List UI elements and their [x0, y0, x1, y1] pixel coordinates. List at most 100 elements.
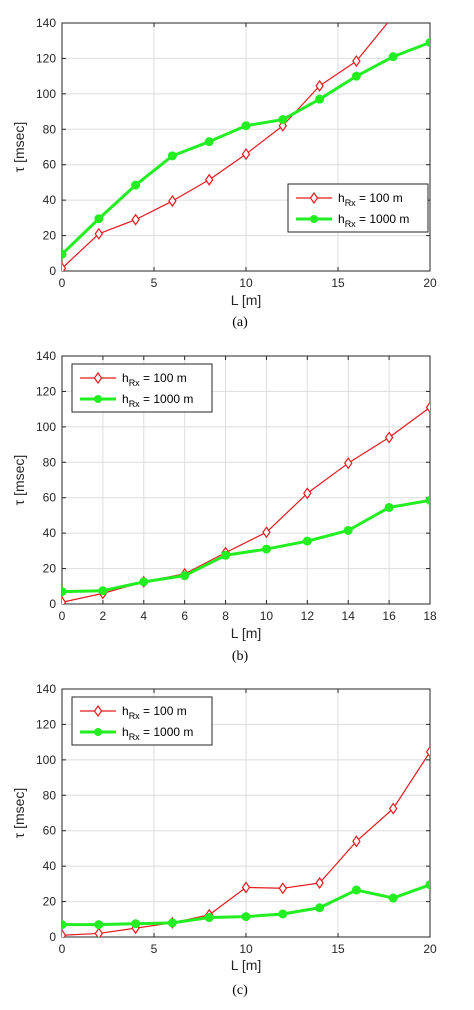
legend-marker-circle [310, 215, 318, 223]
data-point-circle [351, 885, 361, 895]
data-point-circle [167, 151, 177, 161]
legend: hRx = 100 m hRx = 1000 m [71, 363, 213, 413]
x-tick-label: 16 [382, 609, 396, 623]
chart-panel-a: 0 5 10 15 20 0 20 40 60 80 100 120 140 L [m] τ [msec] (… [0, 0, 474, 335]
chart-a-svg: 0 5 10 15 20 0 20 40 60 80 100 120 140 L [m] τ [msec] (… [11, 16, 437, 330]
data-point-circle [425, 495, 430, 505]
x-tick-label: 20 [423, 276, 437, 290]
y-tick-label: 120 [36, 51, 56, 65]
data-point-circle [388, 893, 398, 903]
x-tick-label: 5 [151, 276, 158, 290]
data-point-diamond [62, 596, 67, 604]
legend-marker-circle [94, 728, 102, 736]
x-tick-label: 10 [260, 609, 274, 623]
x-axis-label: L [m] [231, 957, 262, 973]
x-tick-label: 14 [342, 609, 356, 623]
legend-box [71, 363, 213, 413]
data-point-diamond [204, 173, 214, 186]
x-tick-label: 12 [301, 609, 315, 623]
y-tick-label: 120 [36, 384, 56, 398]
data-point-circle [180, 571, 190, 581]
x-tick-label: 4 [140, 609, 147, 623]
y-tick-label: 100 [36, 753, 56, 767]
series-100m-line [62, 406, 430, 603]
legend-marker-diamond [309, 191, 319, 205]
data-point-diamond [303, 487, 312, 500]
plot-frame [61, 355, 431, 605]
series-100m-line [62, 23, 389, 269]
data-point-circle [425, 37, 430, 47]
series-group [62, 23, 430, 271]
data-point-diamond [425, 745, 430, 758]
legend: hRx = 100 m hRx = 1000 m [71, 696, 213, 746]
chart-panel-b: 0 2 4 6 8 10 12 14 16 18 0 20 40 60 80 100 120 140 L [m] τ … [0, 335, 474, 671]
series-group [62, 745, 430, 937]
chart-b-svg: 0 2 4 6 8 10 12 14 16 18 0 20 40 60 80 100 120 140 L [m] τ … [11, 349, 437, 664]
legend-label: hRx = 1000 m [338, 212, 409, 229]
data-point-diamond [62, 262, 67, 271]
chart-c-svg: 0 5 10 15 20 0 20 40 60 80 100 120 140 L [m] τ [msec] (… [11, 682, 437, 998]
legend: hRx = 100 m hRx = 1000 m [287, 183, 429, 233]
y-tick-label: 60 [43, 158, 57, 172]
y-tick-label: 40 [43, 526, 57, 540]
data-point-diamond [425, 401, 430, 414]
data-point-diamond [241, 148, 251, 161]
data-point-diamond [278, 882, 288, 895]
x-tick-label: 18 [423, 609, 437, 623]
data-point-circle [204, 137, 214, 147]
x-tick-label: 20 [423, 942, 437, 956]
data-point-diamond [315, 79, 324, 92]
x-tick-label: 0 [59, 942, 66, 956]
series-group [62, 401, 430, 604]
data-point-circle [98, 586, 108, 596]
y-tick-label: 60 [43, 491, 57, 505]
data-point-circle [315, 903, 325, 913]
data-point-circle [62, 587, 67, 597]
data-point-circle [204, 913, 214, 923]
legend-label: hRx = 100 m [122, 704, 187, 721]
data-point-diamond [241, 881, 251, 894]
y-tick-label: 60 [43, 824, 57, 838]
data-point-circle [315, 94, 325, 104]
data-point-diamond [62, 929, 67, 937]
figure-caption: (b) [232, 649, 249, 664]
y-axis-label: τ [msec] [11, 122, 27, 173]
data-point-circle [384, 502, 394, 512]
data-point-circle [241, 912, 251, 922]
y-axis-label: τ [msec] [11, 455, 27, 506]
data-point-circle [261, 544, 271, 554]
y-tick-label: 140 [36, 16, 56, 30]
legend-label: hRx = 100 m [122, 371, 187, 388]
x-tick-label: 8 [222, 609, 229, 623]
y-axis-label: τ [msec] [11, 788, 27, 839]
data-point-diamond [94, 227, 104, 240]
data-point-diamond [352, 835, 361, 848]
data-point-diamond [343, 457, 353, 470]
series-1000m-line [62, 498, 430, 594]
data-point-circle [221, 550, 231, 560]
data-point-circle [94, 920, 104, 930]
data-point-circle [131, 919, 141, 929]
y-tick-label: 20 [43, 562, 57, 576]
x-tick-label: 0 [59, 276, 66, 290]
x-tick-label: 15 [331, 276, 345, 290]
x-tick-label: 0 [59, 609, 66, 623]
data-point-diamond [131, 213, 140, 226]
legend-label: hRx = 1000 m [122, 392, 193, 409]
data-point-circle [131, 180, 141, 190]
data-point-diamond [388, 802, 398, 815]
data-point-circle [139, 577, 149, 587]
y-tick-label: 120 [36, 717, 56, 731]
y-tick-label: 20 [43, 229, 57, 243]
y-tick-label: 40 [43, 193, 57, 207]
data-point-diamond [94, 927, 104, 937]
data-point-circle [302, 536, 312, 546]
data-point-circle [167, 918, 177, 928]
y-tick-label: 0 [49, 264, 56, 278]
legend-marker-diamond [93, 371, 103, 385]
data-point-diamond [262, 526, 271, 539]
y-tick-label: 80 [43, 788, 57, 802]
y-tick-label: 0 [49, 597, 56, 611]
data-point-circle [62, 249, 67, 259]
